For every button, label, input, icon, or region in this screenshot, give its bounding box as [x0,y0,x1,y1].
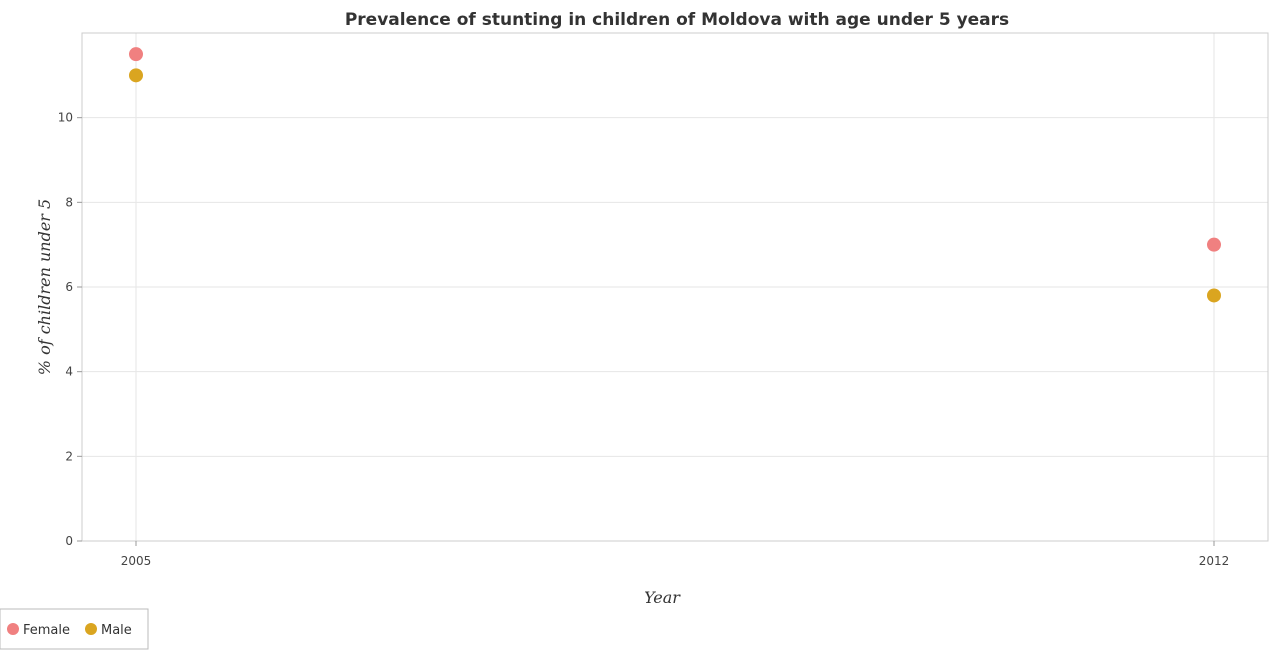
legend-box [0,608,149,650]
chart-title: Prevalence of stunting in children of Mo… [345,10,1009,30]
y-tick-label: 10 [58,111,73,125]
point-female-2005 [129,47,143,62]
x-axis-label: Year [644,588,681,607]
legend-marker-female [7,623,19,635]
point-male-2012 [1207,288,1221,303]
y-tick-label: 6 [65,280,73,294]
x-tick-label: 2005 [121,554,152,568]
x-axis: 2005 2012 [121,541,1230,568]
x-tick-label: 2012 [1199,554,1230,568]
y-tick-label: 0 [65,534,73,548]
y-tick-label: 8 [65,195,73,209]
legend-marker-male [85,623,97,635]
point-female-2012 [1207,237,1221,252]
data-points [129,47,1221,303]
legend: Female Male [0,608,149,650]
point-male-2005 [129,68,143,83]
y-tick-label: 2 [65,449,73,463]
y-tick-label: 4 [65,365,73,379]
y-axis: 0 2 4 6 8 10 [58,111,82,548]
grid [82,33,1268,542]
y-axis-label: % of children under 5 [35,199,54,375]
legend-label-female: Female [23,623,70,638]
legend-label-male: Male [101,623,132,638]
